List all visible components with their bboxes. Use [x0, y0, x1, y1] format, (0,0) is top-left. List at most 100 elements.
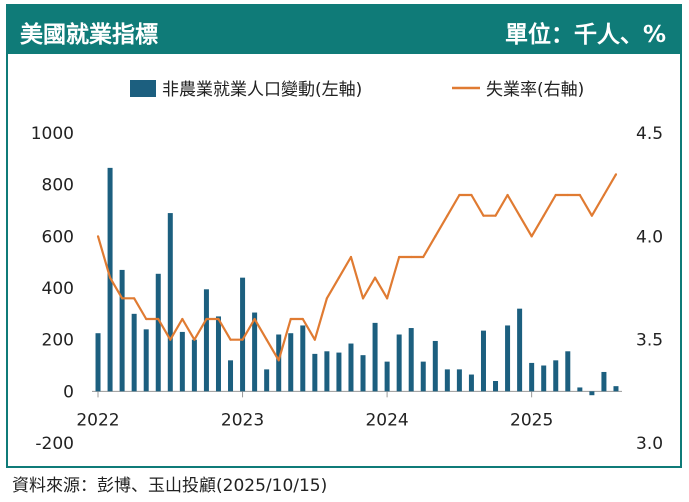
payroll-bar: [444, 369, 450, 392]
right-axis-tick-label: 4.0: [636, 227, 663, 247]
left-axis-tick-label: 0: [63, 382, 74, 402]
unemployment-rate-point: [373, 276, 377, 279]
unemployment-rate-point: [410, 255, 413, 259]
unemployment-rate-point: [169, 338, 172, 341]
unemployment-rate-point: [181, 317, 184, 321]
unemployment-rate-point: [518, 214, 521, 217]
payroll-bar: [252, 312, 258, 392]
payroll-bar: [312, 353, 318, 392]
unemployment-rate-point: [482, 214, 485, 217]
payroll-bar: [601, 371, 607, 392]
unemployment-rate-point: [530, 235, 533, 238]
legend-bar-swatch: [130, 80, 156, 97]
left-axis-tick-label: 200: [42, 331, 74, 351]
payroll-bar: [276, 334, 282, 392]
unemployment-rate-point: [145, 317, 148, 321]
left-axis-tick-label: 400: [42, 279, 74, 299]
unemployment-rate-point: [121, 297, 124, 300]
unemployment-rate-point: [217, 317, 220, 321]
payroll-bar: [348, 343, 354, 392]
x-axis-tick-label: 2022: [76, 410, 119, 430]
unemployment-rate-point: [614, 173, 618, 176]
legend-bar-label: 非農業就業人口變動(左軸): [162, 80, 362, 100]
unemployment-rate-point: [361, 297, 365, 300]
payroll-bar: [613, 386, 619, 392]
payroll-bar: [372, 322, 378, 392]
unemployment-rate-point: [301, 317, 304, 321]
payroll-bar: [240, 277, 246, 392]
legend-line-label: 失業率(右軸): [486, 80, 584, 100]
payroll-bar: [288, 333, 294, 392]
unemployment-rate-point: [96, 235, 100, 238]
payroll-bar: [264, 369, 270, 392]
left-axis-tick-label: 600: [42, 227, 74, 247]
payroll-bar: [167, 213, 173, 392]
unemployment-rate-point: [602, 193, 606, 197]
unemployment-rate-point: [422, 255, 425, 259]
payroll-bar: [191, 339, 197, 392]
x-axis-tick-label: 2024: [365, 410, 408, 430]
payroll-bar: [360, 355, 366, 392]
unemployment-rate-point: [253, 317, 256, 321]
unemployment-rate-point: [542, 214, 545, 217]
unemployment-rate-point: [566, 193, 569, 197]
unemployment-rate-point: [193, 338, 196, 341]
unemployment-rate-point: [265, 338, 268, 341]
payroll-bar: [143, 329, 149, 392]
unemployment-rate-point: [289, 317, 292, 321]
left-axis-tick-label: 1000: [31, 124, 74, 144]
unemployment-rate-point: [157, 317, 160, 321]
unemployment-rate-point: [241, 338, 244, 341]
payroll-bar: [420, 361, 426, 392]
unemployment-rate-point: [108, 276, 112, 279]
right-axis-tick-label: 4.5: [636, 124, 663, 144]
unemployment-rate-line: [96, 173, 617, 362]
chart-header: 美國就業指標 單位：千人、%: [8, 6, 680, 54]
payroll-bar: [553, 360, 559, 392]
payroll-bar: [505, 325, 511, 392]
payroll-bar: [493, 381, 499, 392]
unemployment-rate-point: [506, 193, 509, 197]
payroll-bar: [432, 340, 438, 392]
unemployment-rate-point: [578, 193, 581, 197]
payroll-bar: [336, 352, 342, 392]
payroll-bar: [541, 365, 547, 392]
unemployment-rate-point: [325, 297, 328, 300]
unemployment-rate-point: [337, 276, 341, 279]
right-axis-tick-label: 3.5: [636, 331, 663, 351]
unemployment-rate-point: [133, 297, 136, 300]
unemployment-rate-point: [554, 193, 557, 197]
payroll-bar: [203, 289, 209, 392]
payroll-bar: [529, 362, 535, 392]
unemployment-rate-point: [277, 359, 280, 362]
payroll-bar: [468, 374, 474, 392]
payroll-bar: [384, 361, 390, 392]
payroll-bar: [396, 334, 402, 392]
payroll-bar: [119, 269, 125, 392]
payroll-bar: [228, 360, 234, 392]
chart-title: 美國就業指標: [20, 22, 158, 48]
unemployment-rate-point: [386, 297, 389, 300]
chart-card: 美國就業指標 單位：千人、%: [6, 4, 682, 468]
unemployment-rate-point: [205, 317, 208, 321]
unemployment-rate-point: [590, 214, 593, 217]
unemployment-rate-point: [398, 255, 401, 259]
payroll-bar: [179, 331, 185, 392]
unemployment-rate-point: [313, 338, 316, 341]
payroll-bar: [565, 351, 571, 392]
unemployment-rate-point: [446, 214, 449, 217]
unemployment-rate-point: [494, 214, 497, 217]
unemployment-rate-point: [458, 193, 461, 197]
source-note: 資料來源：彭博、玉山投顧(2025/10/15): [12, 476, 328, 496]
unemployment-rate-point: [349, 255, 353, 259]
payroll-bar: [95, 333, 101, 392]
payroll-bar: [155, 273, 161, 392]
payroll-bar: [480, 330, 486, 392]
right-axis-tick-label: 3.0: [636, 434, 663, 454]
left-axis-tick-label: 800: [42, 176, 74, 196]
left-axis-tick-label: -200: [35, 434, 74, 454]
payroll-bar: [324, 351, 330, 392]
payroll-bar: [456, 369, 462, 392]
payroll-bar: [589, 391, 595, 396]
